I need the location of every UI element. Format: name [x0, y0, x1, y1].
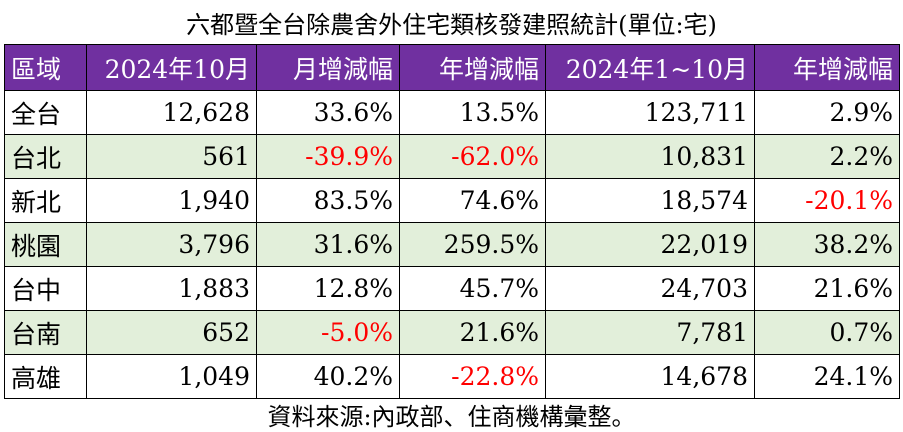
cell-yoy-change: -62.0%: [399, 134, 546, 179]
cell-month-count: 652: [86, 310, 257, 355]
cell-ytd-yoy-change: 2.2%: [754, 134, 900, 179]
cell-month-count: 3,796: [86, 222, 257, 267]
cell-month-count: 1,049: [86, 354, 257, 399]
cell-mom-change: 33.6%: [256, 90, 400, 135]
cell-mom-change: 83.5%: [256, 178, 400, 223]
header-row: 區域 2024年10月 月增減幅 年增減幅 2024年1~10月 年增減幅: [4, 44, 900, 91]
cell-region: 台南: [4, 310, 87, 355]
header-region: 區域: [4, 44, 87, 91]
table-row: 全台 12,628 33.6% 13.5% 123,711 2.9%: [4, 90, 900, 135]
cell-ytd-yoy-change: 38.2%: [754, 222, 900, 267]
cell-ytd-yoy-change: 2.9%: [754, 90, 900, 135]
permit-stats-table: 區域 2024年10月 月增減幅 年增減幅 2024年1~10月 年增減幅 全台…: [4, 44, 900, 399]
cell-ytd-yoy-change: 0.7%: [754, 310, 900, 355]
cell-ytd-yoy-change: -20.1%: [754, 178, 900, 223]
header-ytd: 2024年1~10月: [545, 44, 755, 91]
cell-yoy-change: 259.5%: [399, 222, 546, 267]
cell-ytd-count: 22,019: [545, 222, 755, 267]
cell-yoy-change: 21.6%: [399, 310, 546, 355]
table-row: 新北 1,940 83.5% 74.6% 18,574 -20.1%: [4, 178, 900, 223]
page-title: 六都暨全台除農舍外住宅類核發建照統計(單位:宅): [186, 10, 717, 39]
header-ytd-yoy-change: 年增減幅: [754, 44, 900, 91]
table-header: 區域 2024年10月 月增減幅 年增減幅 2024年1~10月 年增減幅: [4, 44, 900, 91]
cell-yoy-change: 74.6%: [399, 178, 546, 223]
cell-month-count: 12,628: [86, 90, 257, 135]
table-row: 桃園 3,796 31.6% 259.5% 22,019 38.2%: [4, 222, 900, 267]
cell-yoy-change: -22.8%: [399, 354, 546, 399]
cell-month-count: 561: [86, 134, 257, 179]
header-month: 2024年10月: [86, 44, 257, 91]
cell-yoy-change: 45.7%: [399, 266, 546, 311]
cell-region: 台中: [4, 266, 87, 311]
cell-mom-change: 40.2%: [256, 354, 400, 399]
cell-region: 全台: [4, 90, 87, 135]
cell-ytd-count: 24,703: [545, 266, 755, 311]
cell-region: 新北: [4, 178, 87, 223]
cell-month-count: 1,883: [86, 266, 257, 311]
cell-ytd-yoy-change: 24.1%: [754, 354, 900, 399]
table-row: 台南 652 -5.0% 21.6% 7,781 0.7%: [4, 310, 900, 355]
table-row: 高雄 1,049 40.2% -22.8% 14,678 24.1%: [4, 354, 900, 399]
cell-ytd-count: 14,678: [545, 354, 755, 399]
cell-mom-change: -5.0%: [256, 310, 400, 355]
header-mom-change: 月增減幅: [256, 44, 400, 91]
cell-mom-change: 12.8%: [256, 266, 400, 311]
cell-yoy-change: 13.5%: [399, 90, 546, 135]
cell-mom-change: -39.9%: [256, 134, 400, 179]
cell-region: 桃園: [4, 222, 87, 267]
cell-ytd-count: 123,711: [545, 90, 755, 135]
cell-month-count: 1,940: [86, 178, 257, 223]
cell-ytd-count: 18,574: [545, 178, 755, 223]
source-note: 資料來源:內政部、住商機構彙整。: [267, 402, 636, 431]
table-row: 台中 1,883 12.8% 45.7% 24,703 21.6%: [4, 266, 900, 311]
header-yoy-change: 年增減幅: [399, 44, 546, 91]
cell-ytd-count: 7,781: [545, 310, 755, 355]
table-row: 台北 561 -39.9% -62.0% 10,831 2.2%: [4, 134, 900, 179]
cell-region: 高雄: [4, 354, 87, 399]
cell-ytd-count: 10,831: [545, 134, 755, 179]
cell-ytd-yoy-change: 21.6%: [754, 266, 900, 311]
table-body: 全台 12,628 33.6% 13.5% 123,711 2.9% 台北 561 -39.9%…: [4, 90, 900, 399]
cell-region: 台北: [4, 134, 87, 179]
cell-mom-change: 31.6%: [256, 222, 400, 267]
